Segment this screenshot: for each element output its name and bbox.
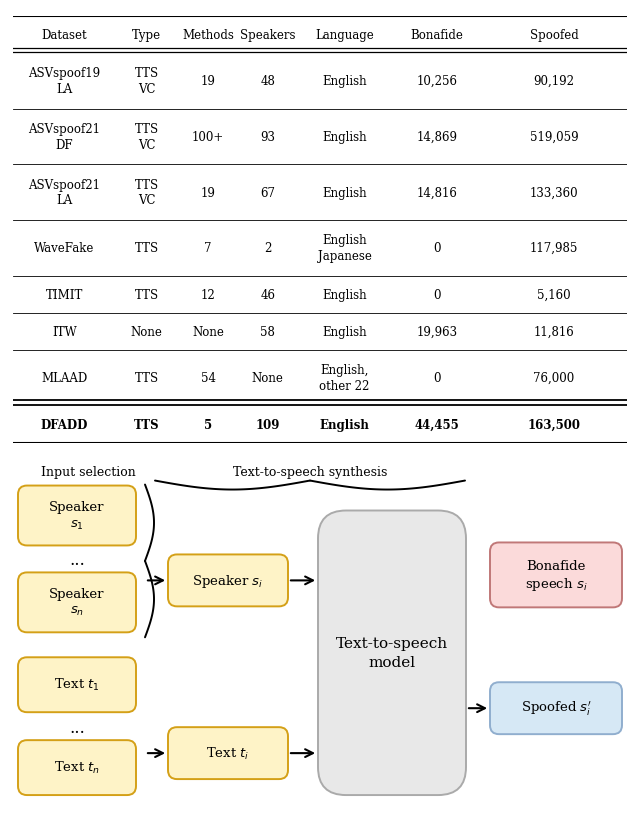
Text: Text-to-speech synthesis: Text-to-speech synthesis bbox=[233, 465, 387, 478]
Text: None: None bbox=[252, 372, 284, 385]
Text: 14,816: 14,816 bbox=[416, 186, 457, 199]
FancyBboxPatch shape bbox=[168, 727, 288, 779]
Text: Methods: Methods bbox=[182, 28, 234, 42]
Text: ...: ... bbox=[69, 551, 85, 568]
Text: Language: Language bbox=[316, 28, 374, 42]
Text: TIMIT: TIMIT bbox=[45, 288, 83, 301]
Text: TTS
VC: TTS VC bbox=[134, 123, 159, 151]
Text: 19: 19 bbox=[201, 75, 216, 88]
Text: English: English bbox=[323, 325, 367, 339]
Text: 46: 46 bbox=[260, 288, 275, 301]
Text: None: None bbox=[192, 325, 224, 339]
Text: 76,000: 76,000 bbox=[534, 372, 575, 385]
Text: English
Japanese: English Japanese bbox=[317, 234, 371, 263]
Text: 54: 54 bbox=[201, 372, 216, 385]
Text: TTS: TTS bbox=[134, 372, 159, 385]
Text: Bonafide: Bonafide bbox=[410, 28, 463, 42]
Text: ASVspoof21
LA: ASVspoof21 LA bbox=[28, 179, 100, 207]
Text: 100+: 100+ bbox=[192, 130, 224, 144]
Text: 2: 2 bbox=[264, 242, 271, 255]
Text: 19,963: 19,963 bbox=[416, 325, 458, 339]
Text: 12: 12 bbox=[201, 288, 216, 301]
Text: Speaker
$s_n$: Speaker $s_n$ bbox=[49, 588, 105, 618]
Text: Speaker
$s_1$: Speaker $s_1$ bbox=[49, 501, 105, 531]
Text: Spoofed: Spoofed bbox=[530, 28, 579, 42]
FancyBboxPatch shape bbox=[490, 543, 622, 608]
Text: English,
other 22: English, other 22 bbox=[319, 364, 370, 392]
Text: 163,500: 163,500 bbox=[527, 418, 580, 431]
Text: TTS
VC: TTS VC bbox=[134, 179, 159, 207]
Text: 519,059: 519,059 bbox=[530, 130, 579, 144]
Text: 0: 0 bbox=[433, 372, 440, 385]
Text: Speakers: Speakers bbox=[240, 28, 296, 42]
Text: 11,816: 11,816 bbox=[534, 325, 575, 339]
Text: English: English bbox=[323, 186, 367, 199]
FancyBboxPatch shape bbox=[18, 740, 136, 795]
Text: 5: 5 bbox=[204, 418, 212, 431]
Text: 0: 0 bbox=[433, 242, 440, 255]
FancyBboxPatch shape bbox=[168, 555, 288, 607]
Text: 109: 109 bbox=[255, 418, 280, 431]
Text: English: English bbox=[319, 418, 369, 431]
Text: 7: 7 bbox=[204, 242, 212, 255]
Text: 48: 48 bbox=[260, 75, 275, 88]
Text: 10,256: 10,256 bbox=[416, 75, 457, 88]
Text: ...: ... bbox=[69, 719, 85, 736]
Text: DFADD: DFADD bbox=[41, 418, 88, 431]
Text: Bonafide
speech $s_i$: Bonafide speech $s_i$ bbox=[525, 559, 588, 593]
Text: 67: 67 bbox=[260, 186, 275, 199]
Text: TTS: TTS bbox=[134, 288, 159, 301]
Text: MLAAD: MLAAD bbox=[42, 372, 88, 385]
Text: 14,869: 14,869 bbox=[416, 130, 457, 144]
FancyBboxPatch shape bbox=[490, 682, 622, 734]
Text: Dataset: Dataset bbox=[42, 28, 87, 42]
FancyBboxPatch shape bbox=[318, 511, 466, 795]
Text: 93: 93 bbox=[260, 130, 275, 144]
FancyBboxPatch shape bbox=[18, 657, 136, 712]
Text: 90,192: 90,192 bbox=[534, 75, 575, 88]
Text: ITW: ITW bbox=[52, 325, 77, 339]
Text: Text-to-speech
model: Text-to-speech model bbox=[336, 635, 448, 670]
Text: Type: Type bbox=[132, 28, 161, 42]
FancyBboxPatch shape bbox=[18, 573, 136, 633]
Text: Text $t_i$: Text $t_i$ bbox=[206, 745, 250, 762]
Text: English: English bbox=[323, 130, 367, 144]
Text: 58: 58 bbox=[260, 325, 275, 339]
Text: 5,160: 5,160 bbox=[537, 288, 571, 301]
Text: 133,360: 133,360 bbox=[530, 186, 579, 199]
Text: TTS
VC: TTS VC bbox=[134, 68, 159, 96]
Text: WaveFake: WaveFake bbox=[34, 242, 95, 255]
FancyBboxPatch shape bbox=[18, 486, 136, 546]
Text: ASVspoof19
LA: ASVspoof19 LA bbox=[28, 68, 100, 96]
Text: None: None bbox=[131, 325, 163, 339]
Text: Spoofed $s_i'$: Spoofed $s_i'$ bbox=[520, 699, 591, 717]
Text: TTS: TTS bbox=[134, 242, 159, 255]
Text: English: English bbox=[323, 75, 367, 88]
Text: Text $t_1$: Text $t_1$ bbox=[54, 676, 100, 692]
Text: 44,455: 44,455 bbox=[414, 418, 459, 431]
Text: ASVspoof21
DF: ASVspoof21 DF bbox=[28, 123, 100, 151]
Text: Speaker $s_i$: Speaker $s_i$ bbox=[193, 572, 264, 589]
Text: 19: 19 bbox=[201, 186, 216, 199]
Text: English: English bbox=[323, 288, 367, 301]
Text: TTS: TTS bbox=[134, 418, 159, 431]
Text: 0: 0 bbox=[433, 288, 440, 301]
Text: Text $t_n$: Text $t_n$ bbox=[54, 759, 100, 775]
Text: Input selection: Input selection bbox=[40, 465, 136, 478]
Text: 117,985: 117,985 bbox=[530, 242, 579, 255]
